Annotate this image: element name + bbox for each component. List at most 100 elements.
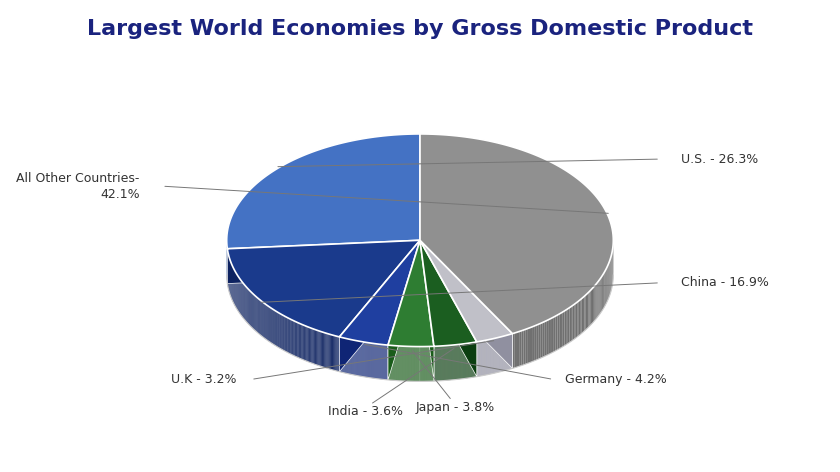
Polygon shape bbox=[594, 285, 596, 321]
Polygon shape bbox=[530, 327, 532, 362]
Polygon shape bbox=[540, 322, 543, 358]
Polygon shape bbox=[324, 332, 325, 368]
Polygon shape bbox=[561, 312, 563, 348]
Polygon shape bbox=[544, 321, 546, 356]
Polygon shape bbox=[564, 310, 566, 346]
Polygon shape bbox=[590, 290, 591, 326]
Polygon shape bbox=[581, 297, 583, 333]
Polygon shape bbox=[554, 316, 555, 352]
Polygon shape bbox=[526, 329, 528, 364]
Polygon shape bbox=[420, 240, 512, 369]
Polygon shape bbox=[317, 330, 318, 365]
Polygon shape bbox=[534, 325, 536, 361]
Polygon shape bbox=[329, 334, 330, 369]
Polygon shape bbox=[328, 334, 329, 369]
Polygon shape bbox=[563, 311, 564, 347]
Polygon shape bbox=[587, 293, 588, 329]
Polygon shape bbox=[555, 315, 558, 351]
Polygon shape bbox=[227, 134, 420, 249]
Polygon shape bbox=[420, 240, 477, 346]
Polygon shape bbox=[313, 329, 314, 364]
Polygon shape bbox=[536, 324, 538, 360]
Polygon shape bbox=[330, 334, 331, 370]
Polygon shape bbox=[420, 134, 613, 334]
Polygon shape bbox=[420, 240, 477, 377]
Polygon shape bbox=[308, 327, 309, 362]
Polygon shape bbox=[326, 333, 327, 368]
Polygon shape bbox=[332, 335, 333, 370]
Polygon shape bbox=[573, 304, 575, 340]
Polygon shape bbox=[552, 317, 554, 353]
Polygon shape bbox=[228, 240, 420, 284]
Polygon shape bbox=[558, 314, 559, 350]
Polygon shape bbox=[543, 322, 544, 357]
Polygon shape bbox=[331, 335, 332, 370]
Polygon shape bbox=[309, 328, 310, 362]
Text: Germany - 4.2%: Germany - 4.2% bbox=[565, 373, 667, 386]
Polygon shape bbox=[325, 333, 326, 368]
Polygon shape bbox=[420, 240, 434, 381]
Text: China - 16.9%: China - 16.9% bbox=[681, 276, 769, 289]
Text: Largest World Economies by Gross Domestic Product: Largest World Economies by Gross Domesti… bbox=[87, 19, 753, 39]
Polygon shape bbox=[336, 336, 337, 371]
Polygon shape bbox=[602, 275, 603, 311]
Polygon shape bbox=[333, 336, 335, 371]
Text: Japan - 3.8%: Japan - 3.8% bbox=[415, 401, 495, 413]
Polygon shape bbox=[600, 278, 601, 315]
Polygon shape bbox=[570, 307, 571, 343]
Polygon shape bbox=[315, 329, 316, 365]
Polygon shape bbox=[312, 329, 313, 364]
Polygon shape bbox=[515, 332, 517, 368]
Polygon shape bbox=[538, 323, 540, 359]
Polygon shape bbox=[320, 331, 321, 366]
Polygon shape bbox=[571, 305, 573, 341]
Polygon shape bbox=[550, 318, 552, 354]
Polygon shape bbox=[311, 328, 312, 363]
Polygon shape bbox=[327, 333, 328, 369]
Polygon shape bbox=[528, 328, 530, 363]
Polygon shape bbox=[588, 291, 590, 328]
Polygon shape bbox=[519, 331, 522, 366]
Text: U.K - 3.2%: U.K - 3.2% bbox=[171, 373, 236, 386]
Polygon shape bbox=[575, 302, 577, 338]
Polygon shape bbox=[583, 296, 585, 332]
Polygon shape bbox=[228, 240, 420, 337]
Polygon shape bbox=[596, 282, 597, 319]
Polygon shape bbox=[592, 287, 593, 324]
Polygon shape bbox=[512, 333, 515, 369]
Text: U.S. - 26.3%: U.S. - 26.3% bbox=[681, 152, 759, 166]
Polygon shape bbox=[566, 309, 568, 345]
Polygon shape bbox=[591, 289, 592, 325]
Polygon shape bbox=[228, 240, 420, 284]
Polygon shape bbox=[420, 240, 434, 381]
Polygon shape bbox=[568, 308, 570, 344]
Polygon shape bbox=[593, 287, 594, 322]
Polygon shape bbox=[597, 281, 598, 317]
Polygon shape bbox=[522, 330, 523, 366]
Polygon shape bbox=[335, 336, 336, 371]
Polygon shape bbox=[318, 331, 319, 366]
Polygon shape bbox=[559, 313, 561, 349]
Polygon shape bbox=[337, 336, 338, 371]
Polygon shape bbox=[580, 299, 581, 335]
Polygon shape bbox=[314, 329, 315, 364]
Polygon shape bbox=[339, 240, 420, 371]
Polygon shape bbox=[549, 319, 550, 354]
Polygon shape bbox=[388, 240, 434, 346]
Polygon shape bbox=[322, 332, 323, 367]
Polygon shape bbox=[420, 240, 512, 369]
Polygon shape bbox=[577, 301, 579, 337]
Polygon shape bbox=[319, 331, 320, 366]
Polygon shape bbox=[532, 326, 534, 362]
Polygon shape bbox=[579, 300, 580, 336]
Polygon shape bbox=[420, 240, 512, 342]
Text: India - 3.6%: India - 3.6% bbox=[328, 405, 403, 418]
Polygon shape bbox=[339, 240, 420, 345]
Text: All Other Countries-
42.1%: All Other Countries- 42.1% bbox=[16, 172, 139, 201]
Polygon shape bbox=[517, 331, 519, 367]
Polygon shape bbox=[321, 332, 322, 367]
Polygon shape bbox=[598, 280, 600, 316]
Polygon shape bbox=[523, 329, 526, 365]
Polygon shape bbox=[388, 240, 420, 380]
Polygon shape bbox=[388, 240, 420, 380]
